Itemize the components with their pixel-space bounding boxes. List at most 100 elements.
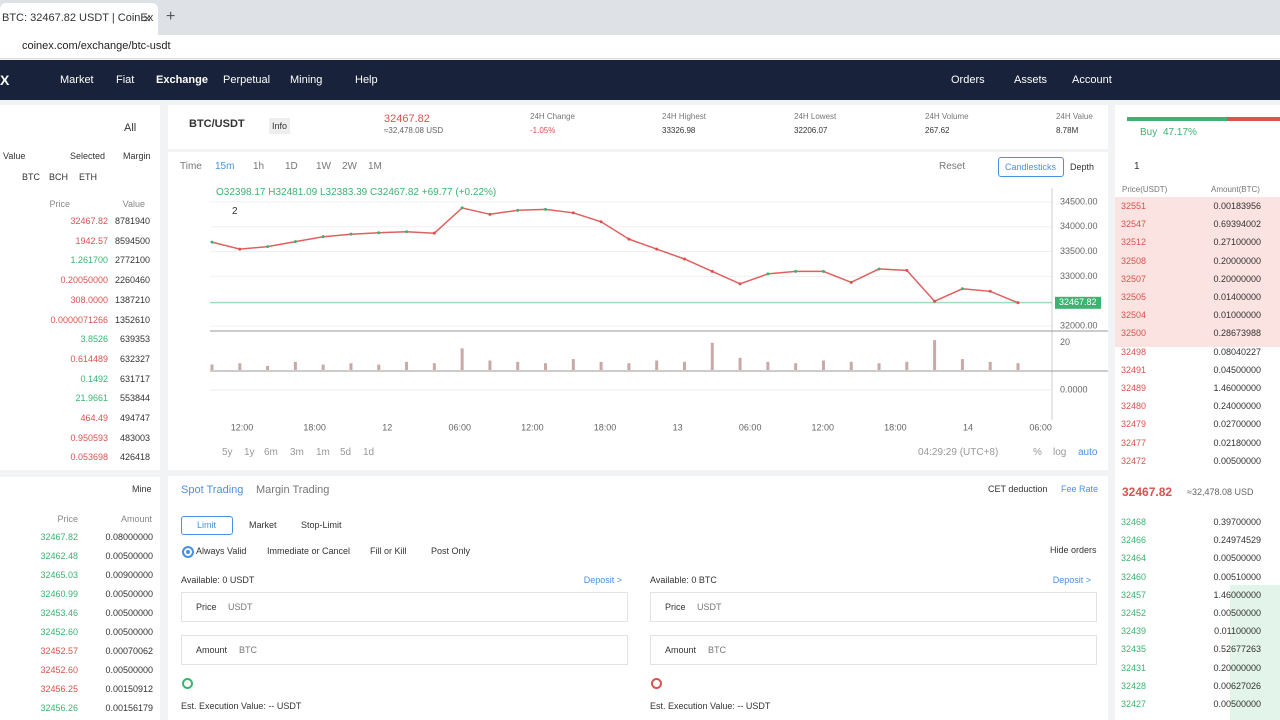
interval[interactable]: 2W bbox=[342, 161, 357, 172]
fee-rate[interactable]: Fee Rate bbox=[1061, 484, 1099, 494]
nav-item[interactable]: Orders bbox=[951, 74, 985, 86]
buy-amount-input[interactable] bbox=[181, 635, 628, 665]
range-button[interactable]: 3m bbox=[290, 447, 304, 458]
market-price[interactable]: 21.9661 bbox=[75, 393, 108, 404]
deposit-link[interactable]: Deposit > bbox=[583, 575, 622, 585]
coin-tab[interactable]: BTC bbox=[22, 172, 40, 182]
market-price[interactable]: 308.0000 bbox=[70, 294, 108, 305]
pair[interactable]: BTC/USDT bbox=[189, 118, 245, 130]
trade-tab[interactable]: Margin Trading bbox=[256, 484, 330, 496]
ask-price[interactable]: 32500 bbox=[1121, 328, 1147, 339]
bid-price[interactable]: 32452 bbox=[1121, 608, 1147, 618]
coin-tab[interactable]: ETH bbox=[79, 172, 97, 182]
range-button[interactable]: 1y bbox=[244, 447, 255, 458]
interval[interactable]: 1D bbox=[285, 161, 298, 172]
view-button[interactable]: Depth bbox=[1070, 162, 1095, 172]
hide-orders[interactable]: Hide orders bbox=[1050, 545, 1097, 555]
market-price[interactable]: 0.20050000 bbox=[60, 275, 108, 286]
market-price[interactable]: 0.950593 bbox=[70, 432, 108, 443]
info-button[interactable]: Info bbox=[269, 118, 291, 134]
ask-price[interactable]: 32507 bbox=[1121, 273, 1147, 284]
nav-item[interactable]: Help bbox=[355, 74, 378, 86]
buy-price-input[interactable] bbox=[181, 592, 628, 622]
range-button[interactable]: 1m bbox=[316, 447, 330, 458]
bid-price[interactable]: 32431 bbox=[1121, 662, 1147, 673]
bid-price[interactable]: 32457 bbox=[1121, 589, 1147, 600]
market-tab[interactable]: Selected bbox=[70, 151, 106, 161]
bid-price[interactable]: 32464 bbox=[1121, 553, 1147, 564]
bid-price[interactable]: 32439 bbox=[1121, 626, 1147, 637]
cet-deduction[interactable]: CET deduction bbox=[988, 484, 1048, 494]
range-button[interactable]: 5y bbox=[222, 447, 233, 458]
nav-item[interactable]: Assets bbox=[1014, 74, 1048, 86]
ask-price[interactable]: 32477 bbox=[1121, 437, 1147, 448]
ask-price[interactable]: 32504 bbox=[1121, 310, 1147, 321]
bid-price[interactable]: 32466 bbox=[1121, 535, 1147, 546]
order-type[interactable]: Stop-Limit bbox=[301, 520, 342, 530]
time-in-force[interactable]: Fill or Kill bbox=[370, 546, 407, 556]
order-type[interactable]: Limit bbox=[197, 520, 217, 530]
ask-price[interactable]: 32489 bbox=[1121, 383, 1147, 393]
sell-amount-input[interactable] bbox=[650, 635, 1097, 665]
coin-tab[interactable]: BCH bbox=[49, 172, 69, 182]
market-price[interactable]: 464.49 bbox=[80, 413, 108, 423]
scale-button[interactable]: log bbox=[1053, 447, 1067, 458]
limit-button-frame[interactable] bbox=[181, 516, 233, 535]
time-in-force[interactable]: Always Valid bbox=[196, 546, 247, 556]
buy-slider[interactable] bbox=[182, 678, 193, 689]
bid-price[interactable]: 32468 bbox=[1121, 517, 1147, 527]
scale-button[interactable]: auto bbox=[1078, 447, 1098, 458]
bid-price[interactable]: 32460 bbox=[1121, 571, 1147, 582]
time-in-force[interactable]: Immediate or Cancel bbox=[267, 546, 351, 556]
ask-price[interactable]: 32512 bbox=[1121, 237, 1147, 248]
filter-select[interactable]: All bbox=[124, 122, 137, 134]
range-button[interactable]: 5d bbox=[340, 447, 352, 458]
market-tab[interactable]: Margin bbox=[123, 151, 151, 161]
nav-item[interactable]: Perpetual bbox=[223, 74, 271, 86]
mine-checkbox[interactable]: Mine bbox=[132, 484, 152, 494]
ask-price[interactable]: 32551 bbox=[1121, 201, 1147, 211]
market-price[interactable]: 3.8526 bbox=[80, 334, 108, 345]
indicator-count[interactable]: 2 bbox=[232, 206, 238, 217]
depth-select[interactable]: 1 bbox=[1134, 161, 1140, 172]
tab-close[interactable]: × bbox=[143, 10, 152, 26]
bid-price[interactable]: 32435 bbox=[1121, 644, 1147, 655]
order-type[interactable]: Market bbox=[249, 520, 277, 530]
nav-item[interactable]: Exchange bbox=[156, 74, 208, 86]
reset-button[interactable]: Reset bbox=[939, 161, 966, 172]
logo[interactable]: X bbox=[0, 72, 10, 88]
ask-price[interactable]: 32472 bbox=[1121, 455, 1147, 466]
active-tab[interactable] bbox=[0, 3, 158, 35]
trade-tab[interactable]: Spot Trading bbox=[181, 484, 244, 496]
bid-price[interactable]: 32428 bbox=[1121, 680, 1147, 691]
range-button[interactable]: 6m bbox=[264, 447, 278, 458]
ask-price[interactable]: 32480 bbox=[1121, 401, 1147, 412]
market-price[interactable]: 32467.82 bbox=[70, 216, 108, 226]
sell-slider[interactable] bbox=[651, 678, 662, 689]
market-price[interactable]: 0.1492 bbox=[80, 373, 108, 384]
market-price[interactable]: 0.053698 bbox=[70, 452, 108, 463]
radio-selected[interactable] bbox=[182, 546, 194, 558]
interval[interactable]: 1h bbox=[253, 161, 265, 172]
nav-item[interactable]: Account bbox=[1072, 74, 1112, 86]
ask-price[interactable]: 32479 bbox=[1121, 419, 1147, 430]
interval[interactable]: 1M bbox=[368, 161, 382, 172]
market-price[interactable]: 0.0000071266 bbox=[50, 314, 108, 325]
bid-price[interactable]: 32427 bbox=[1121, 699, 1147, 709]
market-tab[interactable]: Value bbox=[3, 151, 26, 161]
deposit-link[interactable]: Deposit > bbox=[1052, 575, 1091, 585]
candlesticks-button-frame[interactable] bbox=[998, 157, 1064, 177]
new-tab[interactable]: + bbox=[166, 8, 176, 25]
ask-price[interactable]: 32508 bbox=[1121, 255, 1147, 266]
time-in-force[interactable]: Post Only bbox=[431, 546, 471, 556]
ask-price[interactable]: 32505 bbox=[1121, 292, 1147, 302]
ask-price[interactable]: 32491 bbox=[1121, 364, 1147, 375]
market-price[interactable]: 1.261700 bbox=[70, 255, 108, 266]
nav-item[interactable]: Market bbox=[60, 74, 94, 86]
interval[interactable]: 1W bbox=[316, 161, 331, 172]
nav-item[interactable]: Fiat bbox=[116, 74, 135, 86]
nav-item[interactable]: Mining bbox=[290, 74, 323, 86]
sell-price-input[interactable] bbox=[650, 592, 1097, 622]
scale-button[interactable]: % bbox=[1033, 447, 1042, 458]
market-price[interactable]: 1942.57 bbox=[75, 235, 108, 246]
